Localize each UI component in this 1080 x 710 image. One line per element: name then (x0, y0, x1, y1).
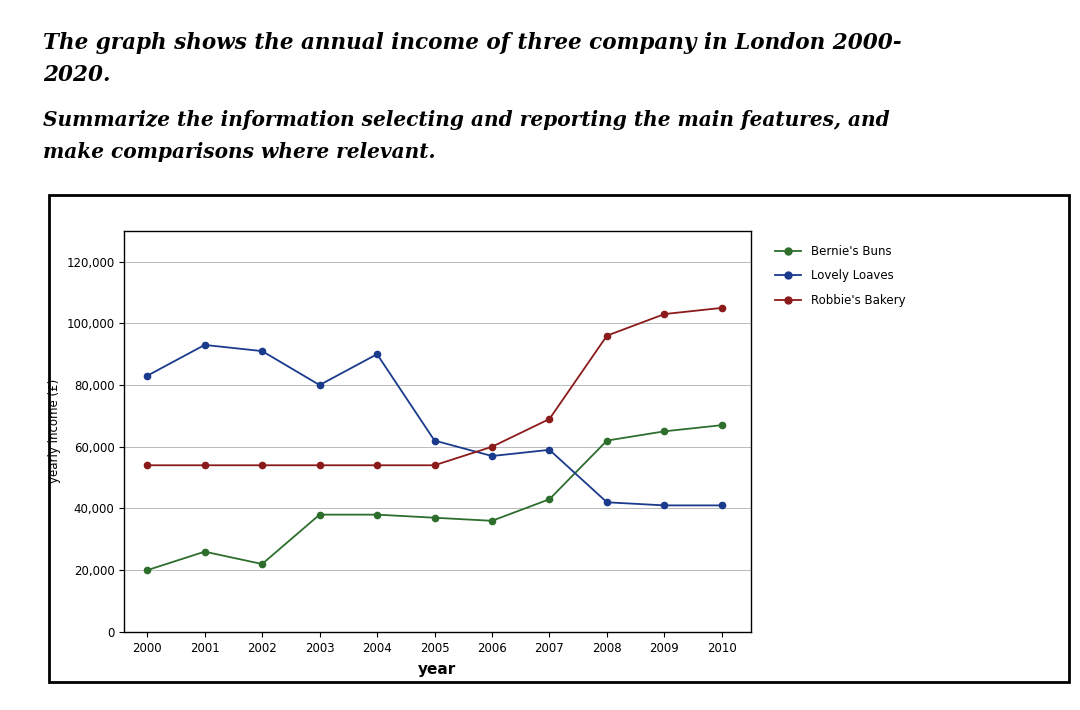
X-axis label: year: year (418, 662, 457, 677)
Text: 2020.: 2020. (43, 64, 111, 86)
Text: The graph shows the annual income of three company in London 2000-: The graph shows the annual income of thr… (43, 32, 902, 54)
Y-axis label: yearly income (£): yearly income (£) (48, 379, 60, 484)
Text: Summarize the information selecting and reporting the main features, and: Summarize the information selecting and … (43, 110, 890, 130)
Text: make comparisons where relevant.: make comparisons where relevant. (43, 142, 435, 162)
Legend: Bernie's Buns, Lovely Loaves, Robbie's Bakery: Bernie's Buns, Lovely Loaves, Robbie's B… (775, 245, 905, 307)
